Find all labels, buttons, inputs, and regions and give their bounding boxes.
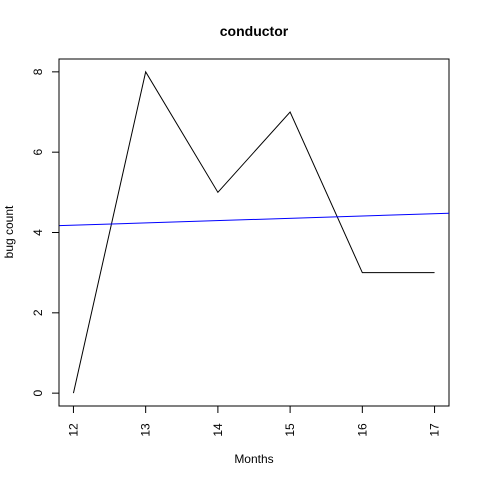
x-tick-label: 12 (66, 423, 80, 437)
series-line (72, 70, 435, 394)
x-tick-label: 17 (428, 423, 442, 437)
series-layer (58, 70, 450, 394)
y-tick-label: 6 (31, 149, 45, 156)
x-tick-label: 15 (283, 423, 297, 437)
y-tick-label: 2 (31, 309, 45, 316)
y-tick-label: 0 (31, 389, 45, 396)
y-axis: 0 2 4 6 8 (31, 68, 60, 396)
y-tick-label: 4 (31, 229, 45, 236)
trend-line (58, 212, 450, 227)
x-tick-label: 14 (211, 423, 225, 437)
y-tick-label: 8 (31, 68, 45, 75)
chart-title: conductor (220, 23, 289, 39)
x-axis-label: Months (234, 452, 273, 466)
x-tick-label: 13 (139, 423, 153, 437)
y-axis-label: bug count (2, 205, 16, 258)
x-tick-label: 16 (355, 423, 369, 437)
x-axis: 12 13 14 15 16 17 (66, 405, 442, 437)
